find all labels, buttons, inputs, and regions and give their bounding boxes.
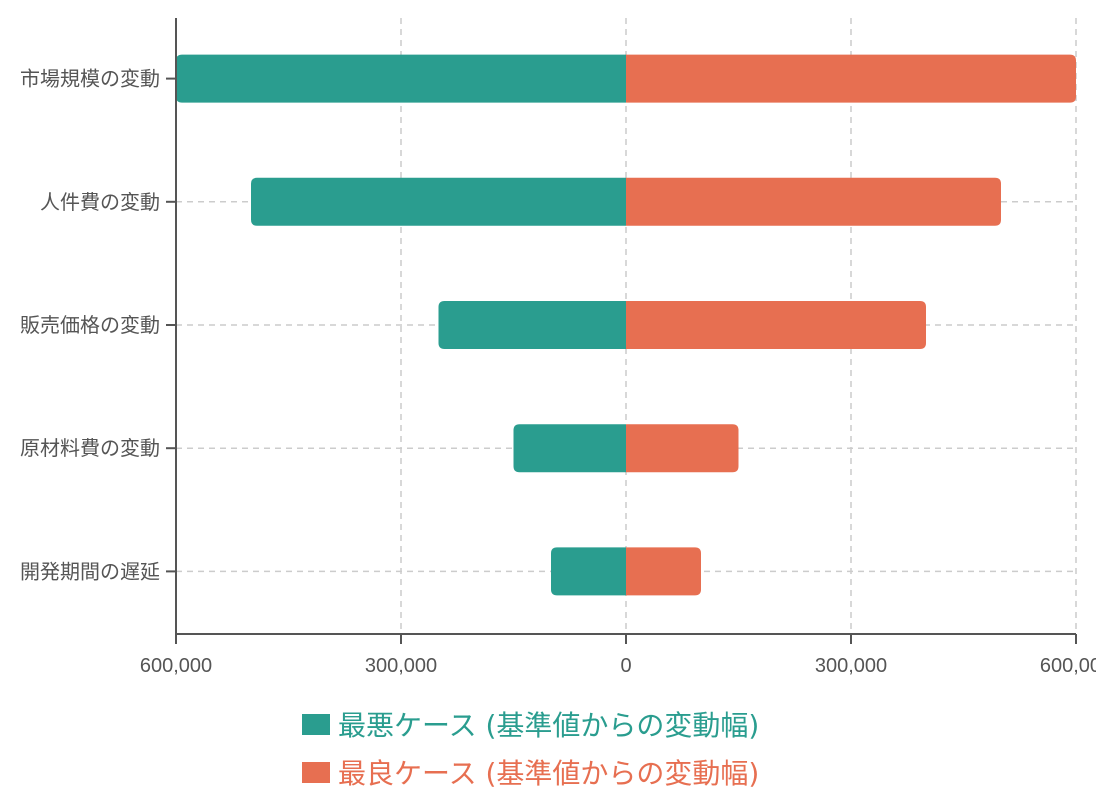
x-tick-label-0: 600,000 (140, 655, 212, 677)
legend-label-worst: 最悪ケース (基準値からの変動幅) (338, 709, 760, 742)
bar-best-3[interactable] (626, 424, 739, 473)
x-tick-label-2: 0 (620, 655, 631, 677)
y-tick-label-1: 人件費の変動 (40, 190, 160, 214)
legend: 最悪ケース (基準値からの変動幅) 最良ケース (基準値からの変動幅) (302, 700, 759, 796)
bar-worst-2[interactable] (438, 301, 627, 349)
legend-swatch-worst (302, 713, 330, 735)
bar-best-1[interactable] (626, 177, 1001, 226)
bars (176, 54, 1076, 596)
legend-swatch-best (302, 761, 330, 783)
bar-best-4[interactable] (626, 547, 701, 596)
legend-label-best: 最良ケース (基準値からの変動幅) (338, 757, 760, 790)
x-tick-label-4: 600,000 (1040, 655, 1096, 677)
x-tick-label-1: 300,000 (365, 655, 437, 677)
bar-worst-4[interactable] (551, 547, 626, 596)
y-tick-label-0: 市場規模の変動 (20, 67, 160, 91)
y-tick-label-2: 販売価格の変動 (20, 313, 160, 337)
bar-best-2[interactable] (626, 301, 926, 349)
bar-worst-1[interactable] (251, 177, 626, 226)
x-tick-label-3: 300,000 (815, 655, 887, 677)
y-tick-label-3: 原材料費の変動 (20, 436, 160, 460)
bar-worst-3[interactable] (513, 424, 627, 473)
legend-item-worst[interactable]: 最悪ケース (基準値からの変動幅) (302, 700, 759, 748)
bar-worst-0[interactable] (176, 54, 626, 103)
legend-item-best[interactable]: 最良ケース (基準値からの変動幅) (302, 748, 759, 796)
y-tick-label-4: 開発期間の遅延 (20, 559, 160, 583)
bar-best-0[interactable] (626, 54, 1076, 103)
